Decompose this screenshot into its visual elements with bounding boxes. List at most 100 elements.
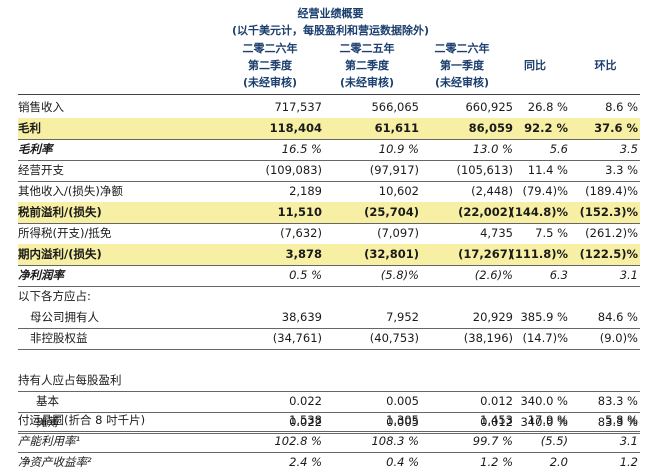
- value-yoy: 340.0 %: [520, 415, 568, 429]
- column-header-qoq: 环比: [594, 59, 617, 72]
- value-q1-2026: (38,196): [463, 331, 513, 345]
- table-row: 付运晶圆(折合 8 吋千片) 1,538 1,305 1,453 17.9 % 5.8 %: [18, 410, 640, 432]
- value-q2-2026: 2.4 %: [289, 455, 322, 469]
- value-q2-2026: (34,761): [272, 331, 322, 345]
- value-q2-2026: 11,510: [277, 205, 322, 219]
- row-label: 期内溢利/(损失): [18, 247, 102, 261]
- value-q2-2026: 1,538: [289, 413, 322, 427]
- table-row: 所得税(开支)/抵免 (7,632) (7,097) 4,735 7.5 % (261.2…: [18, 223, 640, 245]
- table-row: 净资产收益率² 2.4 % 0.4 % 1.2 % 2.0 1.2: [18, 452, 640, 473]
- value-q2-2025: 0.005: [386, 415, 419, 429]
- value-q2-2025: 1,305: [386, 413, 419, 427]
- table-row: 其他收入/(损失)净额 2,189 10,602 (2,448) (79.4)% (189…: [18, 181, 640, 203]
- value-q1-2026: (17,267): [458, 247, 513, 261]
- value-q2-2025: (7,097): [377, 226, 419, 240]
- table-row: 税前溢利/(损失) 11,510 (25,704) (22,002) (144.8)% (…: [18, 202, 640, 224]
- value-qoq: 3.3 %: [605, 163, 638, 177]
- value-q1-2026: 1.2 %: [480, 455, 513, 469]
- value-q2-2026: (7,632): [280, 226, 322, 240]
- column-header-year: 二零二六年: [242, 42, 298, 55]
- value-qoq: 37.6 %: [594, 121, 638, 135]
- value-yoy: 17.9 %: [527, 413, 568, 427]
- column-header-quarter: 第二季度: [248, 59, 292, 72]
- value-q2-2026: 0.5 %: [289, 268, 322, 282]
- column-header-quarter: 第二季度: [345, 59, 389, 72]
- column-header-q2-2026: 二零二六年 第二季度 (未经审核): [225, 40, 315, 91]
- value-qoq: 83.3 %: [597, 394, 638, 408]
- value-q2-2026: (109,083): [265, 163, 322, 177]
- table-subtitle: (以千美元计，每股盈利和营运数据除外): [231, 24, 430, 37]
- column-header-year: 二零二五年: [339, 42, 395, 55]
- value-q1-2026: 0.012: [480, 394, 513, 408]
- value-q2-2025: 108.3 %: [371, 434, 419, 448]
- table-row: 非控股权益 (34,761) (40,753) (38,196) (14.7)% (9.0…: [18, 328, 640, 350]
- value-q2-2025: 0.005: [386, 394, 419, 408]
- value-yoy: (5.5): [540, 434, 568, 448]
- value-q1-2026: 4,735: [480, 226, 513, 240]
- value-q1-2026: 1,453: [480, 413, 513, 427]
- row-label: 所得税(开支)/抵免: [18, 226, 112, 240]
- value-qoq: 3.1: [619, 268, 638, 282]
- value-q2-2025: (40,753): [369, 331, 419, 345]
- value-q1-2026: (2,448): [471, 184, 513, 198]
- value-q2-2025: (32,801): [364, 247, 419, 261]
- row-label: 销售收入: [18, 100, 64, 114]
- table-row: 基本 0.022 0.005 0.012 340.0 % 83.3 %: [18, 391, 640, 413]
- value-q2-2025: 566,065: [371, 100, 419, 114]
- value-q2-2025: 61,611: [374, 121, 419, 135]
- row-label: 毛利: [18, 121, 41, 135]
- table-row: [18, 349, 640, 370]
- column-header-audit: (未经审核): [434, 76, 490, 89]
- value-yoy: 6.3: [549, 268, 568, 282]
- value-yoy: 26.8 %: [527, 100, 568, 114]
- table-row: 销售收入 717,537 566,065 660,925 26.8 % 8.6 %: [18, 97, 640, 119]
- row-label: 持有人应占每股盈利: [18, 373, 122, 387]
- value-q2-2025: (97,917): [369, 163, 419, 177]
- header-divider: [18, 94, 640, 95]
- table-row: 毛利 118,404 61,611 86,059 92.2 % 37.6 %: [18, 118, 640, 140]
- value-q2-2026: 118,404: [269, 121, 322, 135]
- value-q2-2025: 7,952: [386, 310, 419, 324]
- value-qoq: 3.1: [619, 434, 638, 448]
- table-title: 经营业绩概要: [297, 7, 364, 20]
- table-row: 以下各方应占:: [18, 286, 640, 307]
- value-yoy: 11.4 %: [527, 163, 568, 177]
- column-header-q2-2025: 二零二五年 第二季度 (未经审核): [322, 40, 412, 91]
- row-label: 非控股权益: [30, 331, 88, 345]
- value-q2-2025: 10.9 %: [378, 142, 419, 156]
- row-label: 经营开支: [18, 163, 64, 177]
- table-row: 经营开支 (109,083) (97,917) (105,613) 11.4 % 3.3 …: [18, 160, 640, 182]
- value-q2-2025: 10,602: [378, 184, 419, 198]
- value-q1-2026: (22,002): [458, 205, 513, 219]
- value-yoy: (111.8)%: [509, 247, 568, 261]
- value-q1-2026: (2.6)%: [474, 268, 513, 282]
- value-q2-2025: (5.8)%: [380, 268, 419, 282]
- value-q1-2026: 20,929: [472, 310, 513, 324]
- row-label: 付运晶圆(折合 8 吋千片): [18, 413, 146, 427]
- value-q1-2026: 660,925: [465, 100, 513, 114]
- table-row: 产能利用率¹ 102.8 % 108.3 % 99.7 % (5.5) 3.1: [18, 431, 640, 453]
- value-q1-2026: 86,059: [468, 121, 513, 135]
- table-row: 持有人应占每股盈利: [18, 370, 640, 392]
- value-q2-2026: 38,639: [281, 310, 322, 324]
- value-yoy: 2.0: [549, 455, 568, 469]
- value-qoq: 84.6 %: [597, 310, 638, 324]
- table-row: 摊薄 0.022 0.005 0.012 340.0 % 83.3 %: [18, 412, 640, 434]
- value-q2-2026: 102.8 %: [274, 434, 322, 448]
- value-qoq: 1.2: [619, 455, 638, 469]
- value-q2-2026: 0.022: [289, 394, 322, 408]
- value-yoy: 385.9 %: [520, 310, 568, 324]
- row-label: 税前溢利/(损失): [18, 205, 102, 219]
- value-q2-2026: 717,537: [274, 100, 322, 114]
- row-label: 摊薄: [36, 415, 59, 429]
- value-qoq: 83.3 %: [597, 415, 638, 429]
- value-yoy: (79.4)%: [522, 184, 568, 198]
- column-header-yoy: 同比: [524, 59, 546, 72]
- value-q1-2026: 99.7 %: [472, 434, 513, 448]
- value-qoq: (189.4)%: [585, 184, 638, 198]
- value-yoy: 92.2 %: [524, 121, 568, 135]
- value-q2-2026: 16.5 %: [281, 142, 322, 156]
- row-label: 产能利用率¹: [18, 434, 81, 448]
- value-q2-2025: (25,704): [364, 205, 419, 219]
- value-q2-2025: 0.4 %: [386, 455, 419, 469]
